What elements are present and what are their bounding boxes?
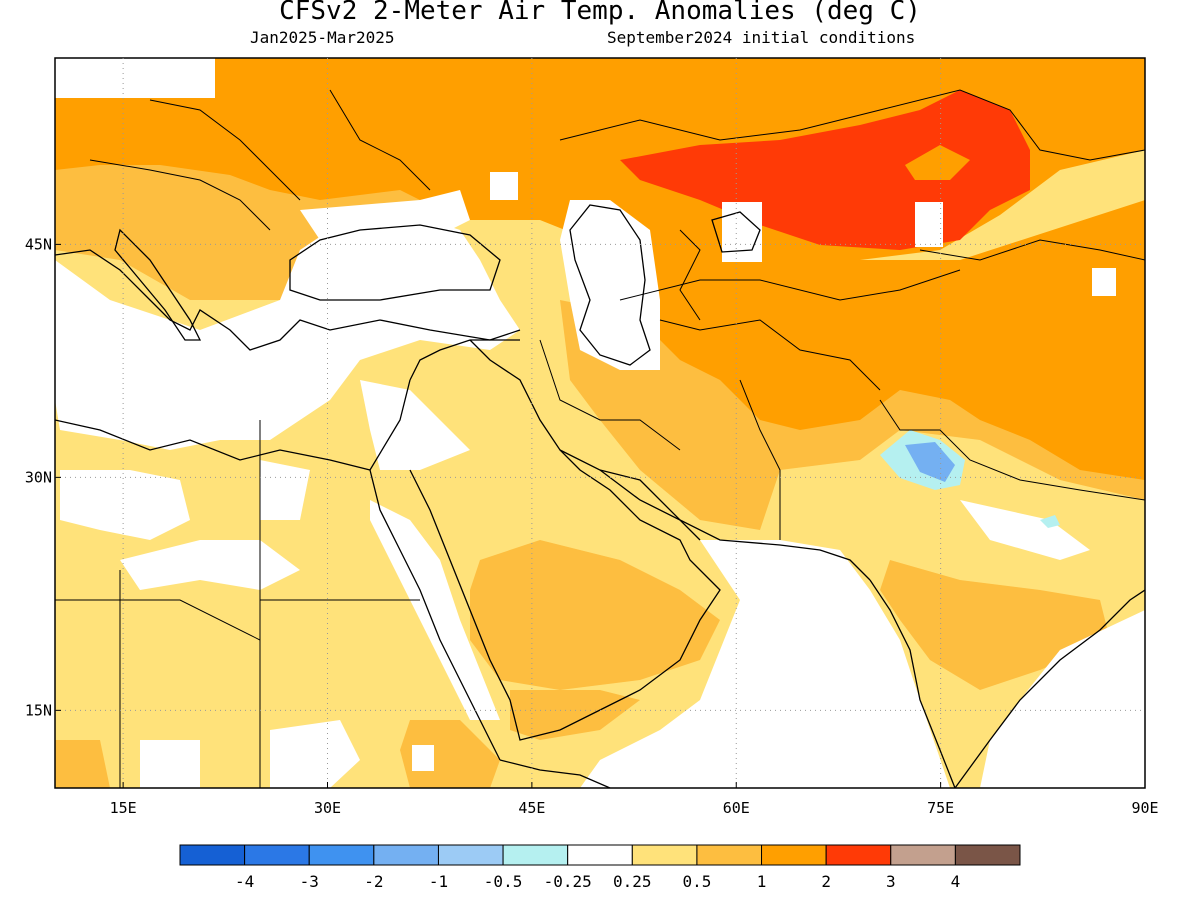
colorbar-label: 3 [886, 872, 896, 891]
colorbar-label: 2 [821, 872, 831, 891]
lat-tick-label: 30N [25, 468, 52, 486]
anomaly-patch-mongolia [1092, 268, 1116, 296]
anomaly-region-india [880, 560, 1110, 690]
colorbar-swatch [890, 844, 956, 866]
anomaly-patch-africa2 [120, 540, 300, 590]
colorbar [179, 844, 1021, 866]
anomaly-region-westafrica [55, 740, 110, 788]
colorbar-label: 1 [757, 872, 767, 891]
gridlines [55, 58, 1145, 788]
colorbar-swatch [954, 844, 1021, 866]
colorbar-swatch [825, 844, 892, 866]
anomaly-region-bayofbengal [980, 610, 1145, 788]
colorbar-label: 0.25 [613, 872, 652, 891]
colorbar-swatch [631, 844, 698, 866]
colorbar-swatch [373, 844, 439, 866]
anomaly-region-levant [360, 380, 470, 470]
lon-tick-label: 15E [110, 799, 137, 817]
initial-conditions: September2024 initial conditions [607, 28, 916, 47]
colorbar-swatch [567, 844, 633, 866]
anomaly-region-caspian [560, 200, 660, 370]
anomaly-patch-ethiopia [412, 745, 434, 771]
anomaly-region-cool-blue [905, 442, 955, 482]
anomaly-region-yemen [510, 690, 640, 740]
colorbar-label: 4 [951, 872, 961, 891]
anomaly-patch-africa4 [270, 720, 360, 788]
anomaly-patch-africa5 [140, 740, 200, 788]
lon-tick-label: 75E [927, 799, 954, 817]
lat-tick-label: 15N [25, 701, 52, 719]
anomaly-region-tibet [640, 200, 1145, 480]
colorbar-labels: -4 -3 -2 -1 -0.5 -0.25 0.25 0.5 1 2 3 4 [235, 872, 960, 891]
anomaly-patch-balkhash [722, 202, 762, 262]
map-title: CFSv2 2-Meter Air Temp. Anomalies (deg C… [279, 0, 921, 26]
anomaly-patch-africa1 [60, 470, 190, 540]
colorbar-label: -0.5 [484, 872, 523, 891]
lat-tick-label: 45N [25, 235, 52, 253]
anomaly-patch-africa3 [260, 460, 310, 520]
map-frame [54, 57, 1146, 789]
anomaly-hole-siberia [905, 145, 970, 180]
anomaly-patch-cool-east [1040, 515, 1060, 528]
anomaly-patch-norway [55, 58, 215, 98]
lon-tick-label: 60E [723, 799, 750, 817]
forecast-period: Jan2025-Mar2025 [250, 28, 395, 47]
anomaly-region-blacksea [300, 190, 470, 245]
anomaly-field [55, 58, 1145, 788]
colorbar-swatch [308, 844, 375, 866]
colorbar-swatch [437, 844, 504, 866]
longitude-axis: 15E 30E 45E 60E 75E 90E [110, 782, 1159, 817]
colorbar-swatch [244, 844, 310, 866]
anomaly-region-gangetic [960, 500, 1090, 560]
lon-tick-label: 30E [314, 799, 341, 817]
lon-tick-label: 90E [1131, 799, 1158, 817]
colorbar-label: 0.5 [682, 872, 711, 891]
colorbar-label: -0.25 [544, 872, 592, 891]
latitude-axis: 45N 30N 15N [25, 235, 61, 719]
colorbar-swatch [761, 844, 827, 866]
colorbar-label: -2 [364, 872, 383, 891]
colorbar-label: -1 [429, 872, 448, 891]
anomaly-patch-moscow [490, 172, 518, 200]
anomaly-patch-baikal [915, 202, 943, 247]
borders [55, 89, 1145, 788]
coastlines [55, 204, 1145, 788]
colorbar-swatch [696, 844, 763, 866]
colorbar-swatch [179, 844, 246, 866]
anomaly-region-mediterranean [55, 220, 520, 450]
colorbar-label: -4 [235, 872, 254, 891]
colorbar-label: -3 [300, 872, 319, 891]
lon-tick-label: 45E [518, 799, 545, 817]
anomaly-region-arabia [470, 540, 720, 690]
anomaly-region-arabiansea [580, 540, 950, 788]
colorbar-swatch [502, 844, 569, 866]
